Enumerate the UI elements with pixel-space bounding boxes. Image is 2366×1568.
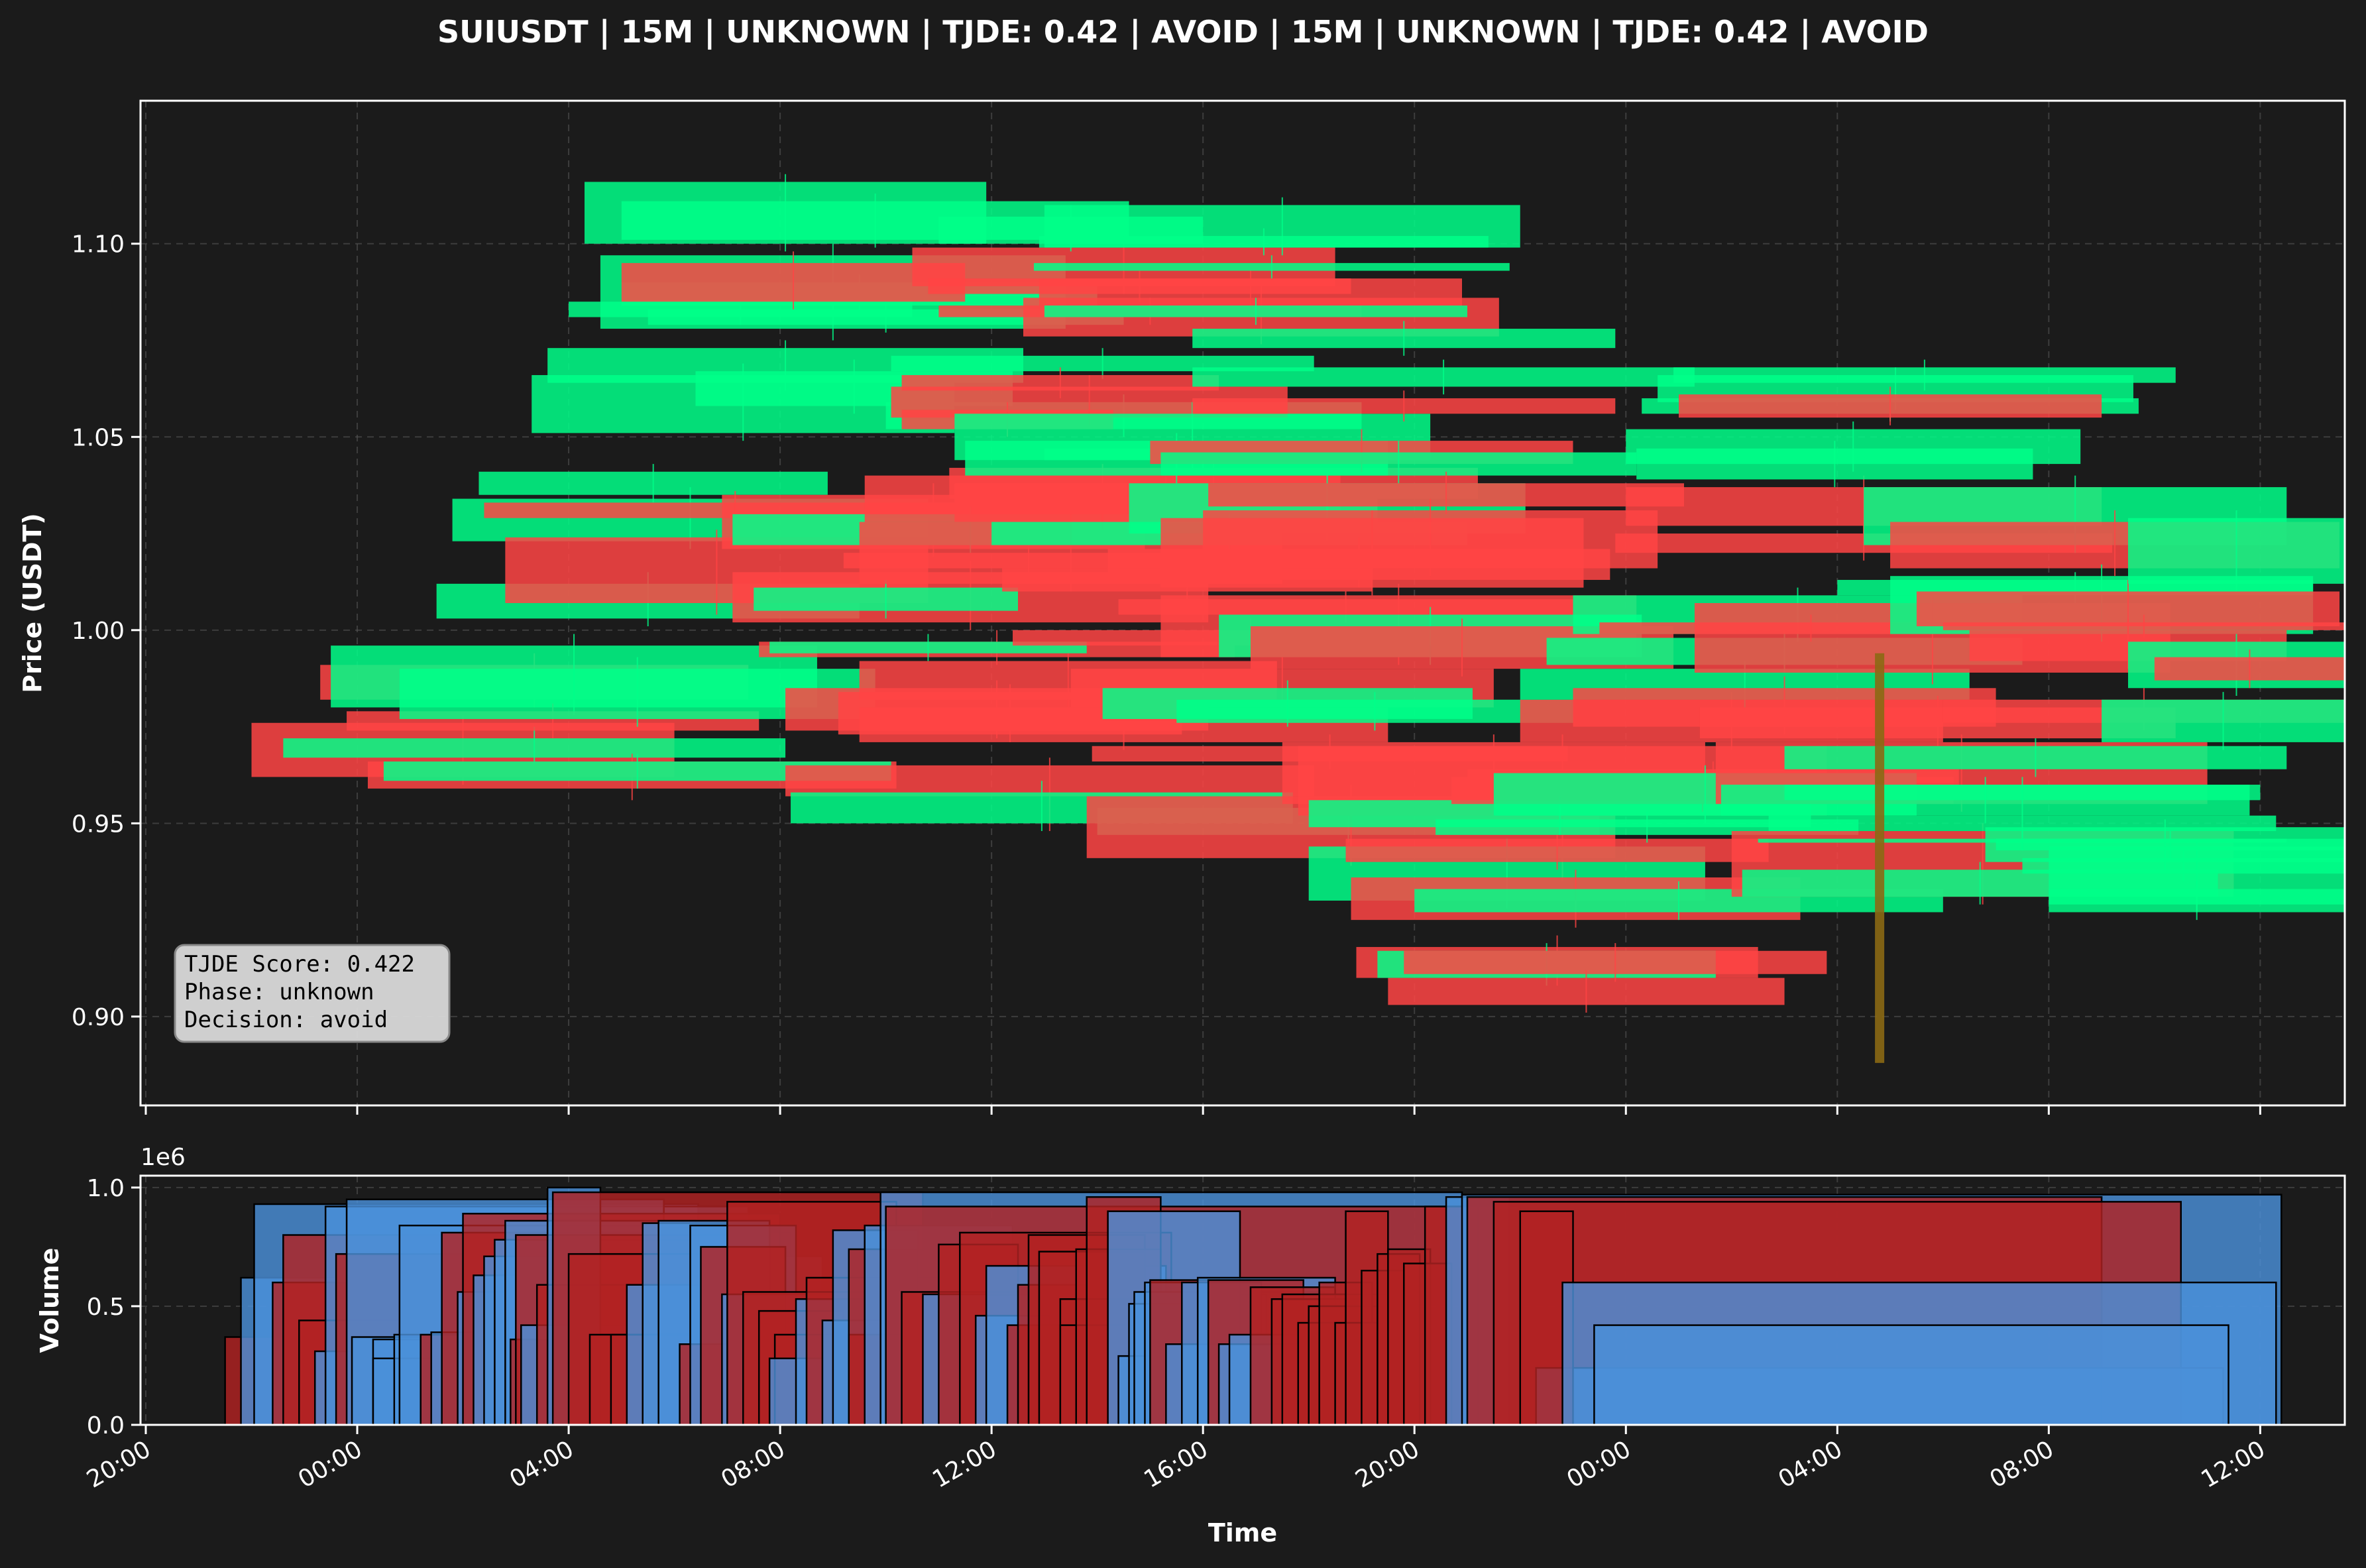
candle-10	[479, 464, 828, 503]
candle-body	[1636, 448, 2033, 480]
candle-132	[2049, 881, 2345, 921]
candle-74	[1192, 321, 1616, 356]
candle-78	[1203, 498, 1658, 577]
candle-body	[1044, 306, 1467, 317]
candle-119	[1784, 738, 2287, 777]
price-y-axis-label: Price (USDT)	[18, 513, 47, 693]
candle-133	[2102, 692, 2345, 750]
candle-1	[283, 726, 786, 765]
candle-body	[1176, 699, 1573, 723]
candle-body	[2154, 657, 2345, 681]
candle-85	[1345, 831, 1769, 870]
candle-body	[479, 471, 828, 495]
candle-body	[1673, 367, 2176, 383]
candle-body	[1039, 278, 1463, 306]
candle-body	[1388, 978, 1785, 1005]
chart-title: SUIUSDT | 15M | UNKNOWN | TJDE: 0.42 | A…	[437, 14, 1929, 50]
candle-108	[1673, 359, 2176, 391]
candle-76	[1192, 390, 1616, 421]
candle-body	[1404, 950, 1827, 974]
candle-136	[2154, 649, 2345, 689]
candle-body	[1784, 746, 2287, 769]
volume-y-tick-label-1: 0.5	[87, 1294, 125, 1321]
tjde-annotation: TJDE Score: 0.422 Phase: unknown Decisio…	[174, 944, 451, 1043]
candle-body	[769, 642, 1087, 653]
volume-offset-label: 1e6	[141, 1144, 186, 1171]
annotation-box	[174, 944, 451, 1043]
candle-109	[1679, 386, 2102, 425]
annotation-score: TJDE Score: 0.422	[184, 951, 415, 978]
candle-59	[1044, 298, 1467, 325]
candle-77	[1208, 471, 1684, 514]
volume-panel-frame	[139, 1174, 2346, 1426]
candle-28	[769, 634, 1087, 661]
candle-118	[1784, 777, 2261, 809]
volume-y-ticks: 0.0 0.5 1.0	[87, 1175, 141, 1439]
candle-body	[2049, 889, 2345, 913]
price-y-tick-label-4: 1.10	[72, 231, 125, 258]
volume-bar-100	[1593, 1324, 2229, 1426]
candle-41	[901, 367, 1219, 398]
candle-19	[621, 251, 966, 309]
price-panel-frame	[139, 99, 2346, 1107]
candle-body	[283, 738, 786, 758]
candle-body	[785, 765, 1314, 797]
candle-body	[1345, 838, 1769, 862]
price-candles	[251, 174, 2345, 1013]
candle-55	[1033, 255, 1510, 279]
candle-body	[1033, 262, 1510, 271]
price-y-tick-label-0: 0.90	[72, 1004, 125, 1031]
candle-73	[1176, 692, 1573, 731]
candle-body	[1192, 329, 1616, 349]
candle-body	[1208, 483, 1684, 507]
price-y-tick-label-2: 1.00	[72, 618, 125, 645]
candle-56	[1039, 270, 1463, 313]
candle-90	[1404, 943, 1827, 982]
annotation-decision: Decision: avoid	[184, 1007, 388, 1033]
candle-body	[901, 374, 1219, 391]
candle-body	[1679, 394, 2102, 418]
candle-body	[1192, 398, 1616, 414]
price-y-tick-label-3: 1.05	[72, 424, 125, 451]
annotation-phase: Phase: unknown	[184, 979, 374, 1005]
volume-y-tick-label-0: 0.0	[87, 1412, 125, 1439]
candle-135	[2127, 510, 2345, 592]
candle-body	[1784, 785, 2261, 801]
candle-body	[1203, 510, 1658, 569]
candle-body	[1943, 622, 2345, 630]
volume-bars	[224, 1186, 2282, 1426]
candle-29	[785, 757, 1314, 832]
candle-58	[1039, 228, 1489, 256]
price-y-tick-label-1: 0.95	[72, 811, 125, 838]
price-x-ticks	[144, 1105, 2261, 1115]
candle-70	[1160, 441, 1637, 484]
candle-75	[1192, 359, 1695, 395]
candle-body	[1039, 236, 1489, 248]
candle-127	[1943, 614, 2345, 638]
candle-body	[621, 262, 966, 302]
candle-body	[1160, 452, 1637, 476]
candle-body	[2102, 699, 2345, 742]
candle-89	[1388, 970, 1785, 1013]
candle-105	[1636, 441, 2033, 488]
price-y-ticks: 0.90 0.95 1.00 1.05 1.10	[72, 231, 141, 1031]
volume-y-tick-label-2: 1.0	[87, 1175, 125, 1202]
candle-body	[2127, 518, 2345, 584]
candle-body	[1192, 367, 1695, 387]
candle-body	[754, 587, 1019, 611]
candle-26	[754, 580, 1019, 619]
volume-y-axis-label: Volume	[35, 1248, 64, 1353]
x-axis-label: Time	[1208, 1518, 1277, 1547]
